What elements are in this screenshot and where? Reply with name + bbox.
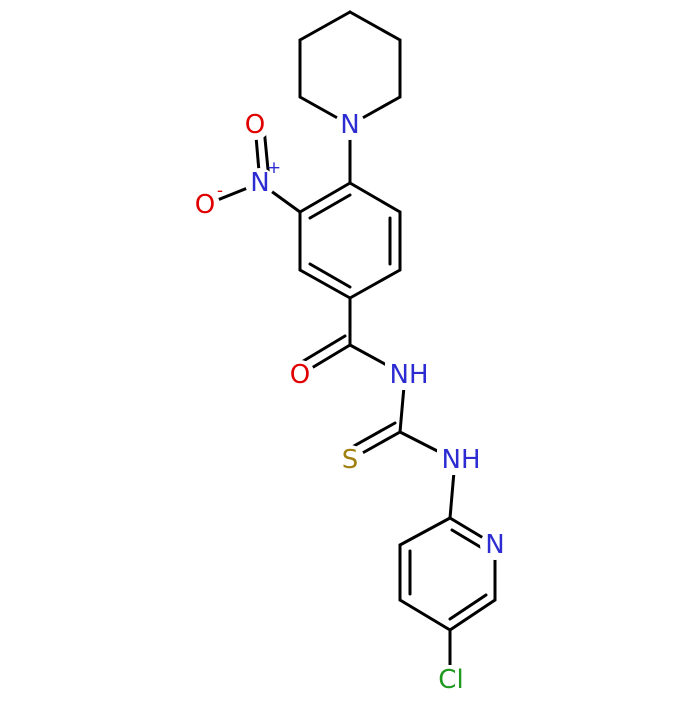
label-backgrounds [190,110,510,695]
atom-label: NH [390,360,429,390]
charge: - [217,181,223,201]
charge: + [267,158,281,178]
atom-label: NH [442,445,481,475]
atom-label: Cl [438,665,463,695]
atom-label: N [485,530,504,560]
atom-label: O [290,360,310,390]
atom-label: O [195,190,215,220]
atom-label: N [340,110,359,140]
atom-label: S [342,445,359,475]
atom-label: O [245,110,265,140]
atom-label: N [250,168,269,198]
